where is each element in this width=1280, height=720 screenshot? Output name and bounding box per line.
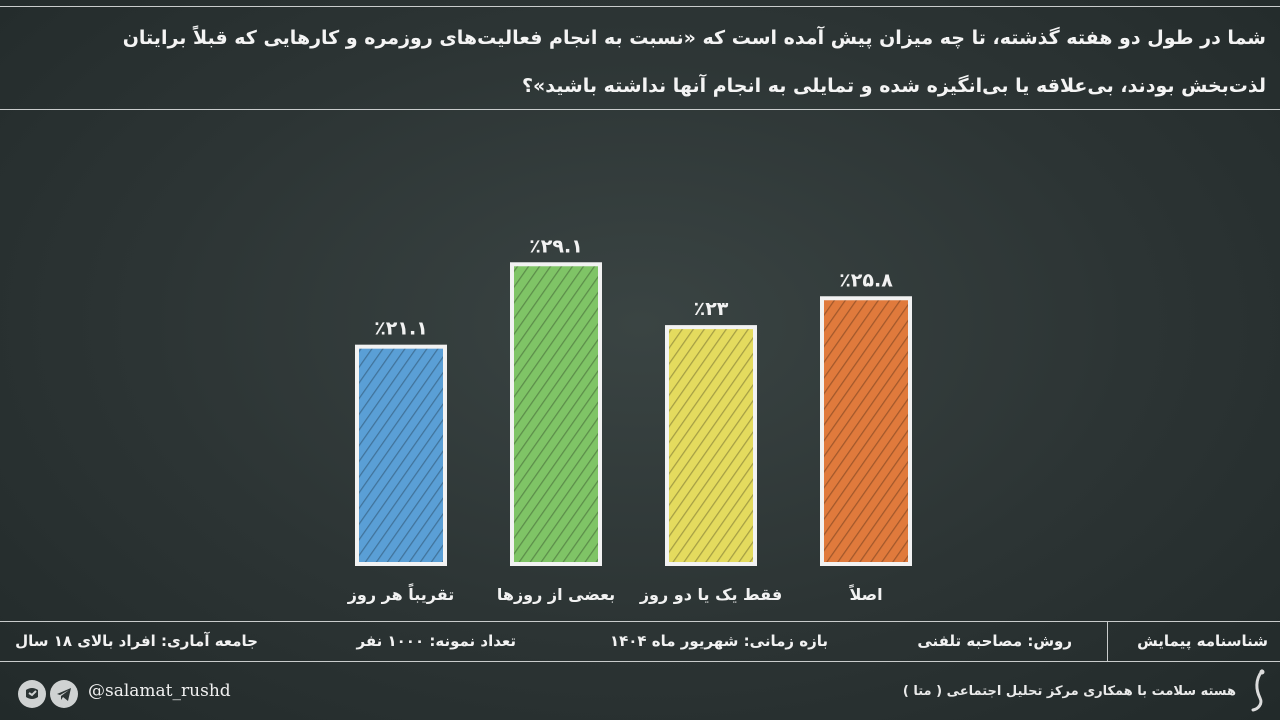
chat-icon[interactable] bbox=[18, 680, 46, 708]
logo-icon bbox=[1251, 669, 1265, 712]
value-label-4: ٪۲۵.۸ bbox=[839, 269, 893, 291]
bar-outline-2 bbox=[510, 262, 602, 567]
bottom-bar: هسته سلامت با همکاری مرکز تحلیل اجتماعی … bbox=[0, 662, 1280, 720]
telegram-icon[interactable] bbox=[50, 680, 78, 708]
question-line-2: لذت‌بخش بودند، بی‌علاقه یا بی‌انگیزه شده… bbox=[522, 75, 1266, 97]
bar-outline-1 bbox=[355, 344, 447, 566]
value-label-3: ٪۲۳ bbox=[694, 298, 729, 320]
value-label-2: ٪۲۹.۱ bbox=[529, 235, 583, 257]
question-divider bbox=[0, 109, 1280, 110]
survey-sample: تعداد نمونه: ۱۰۰۰ نفر bbox=[356, 632, 516, 650]
category-label-4: اصلاً bbox=[849, 584, 883, 604]
credit-text: هسته سلامت با همکاری مرکز تحلیل اجتماعی … bbox=[902, 684, 1236, 699]
survey-population: جامعه آماری: افراد بالای ۱۸ سال bbox=[15, 632, 258, 650]
footer-separator bbox=[1107, 622, 1108, 661]
bar-outline-3 bbox=[665, 325, 757, 566]
bar-outline-4 bbox=[820, 296, 912, 566]
survey-method: روش: مصاحبه تلفنی bbox=[917, 632, 1072, 650]
survey-info-row: شناسنامه پیمایش روش: مصاحبه تلفنی بازه ز… bbox=[0, 622, 1280, 661]
value-label-1: ٪۲۱.۱ bbox=[374, 318, 428, 340]
survey-period: بازه زمانی: شهریور ماه ۱۴۰۴ bbox=[609, 632, 828, 650]
category-label-1: تقریباً هر روز bbox=[347, 582, 455, 604]
bar-chart: ٪۲۱.۱ تقریباً هر روز ٪۲۹.۱ بعضی از روزها ٪۲۳… bbox=[347, 235, 912, 604]
category-label-2: بعضی از روزها bbox=[497, 585, 615, 604]
social-handle[interactable]: @salamat_rushd bbox=[88, 681, 231, 701]
category-label-3: فقط یک یا دو روز bbox=[639, 585, 782, 604]
survey-id-label: شناسنامه پیمایش bbox=[1137, 632, 1268, 650]
footer-top-divider bbox=[0, 621, 1280, 622]
top-divider bbox=[0, 6, 1280, 7]
survey-question: شما در طول دو هفته گذشته، تا چه میزان پی… bbox=[20, 14, 1266, 110]
footer-bottom-divider bbox=[0, 661, 1280, 662]
question-line-1: شما در طول دو هفته گذشته، تا چه میزان پی… bbox=[122, 27, 1266, 49]
